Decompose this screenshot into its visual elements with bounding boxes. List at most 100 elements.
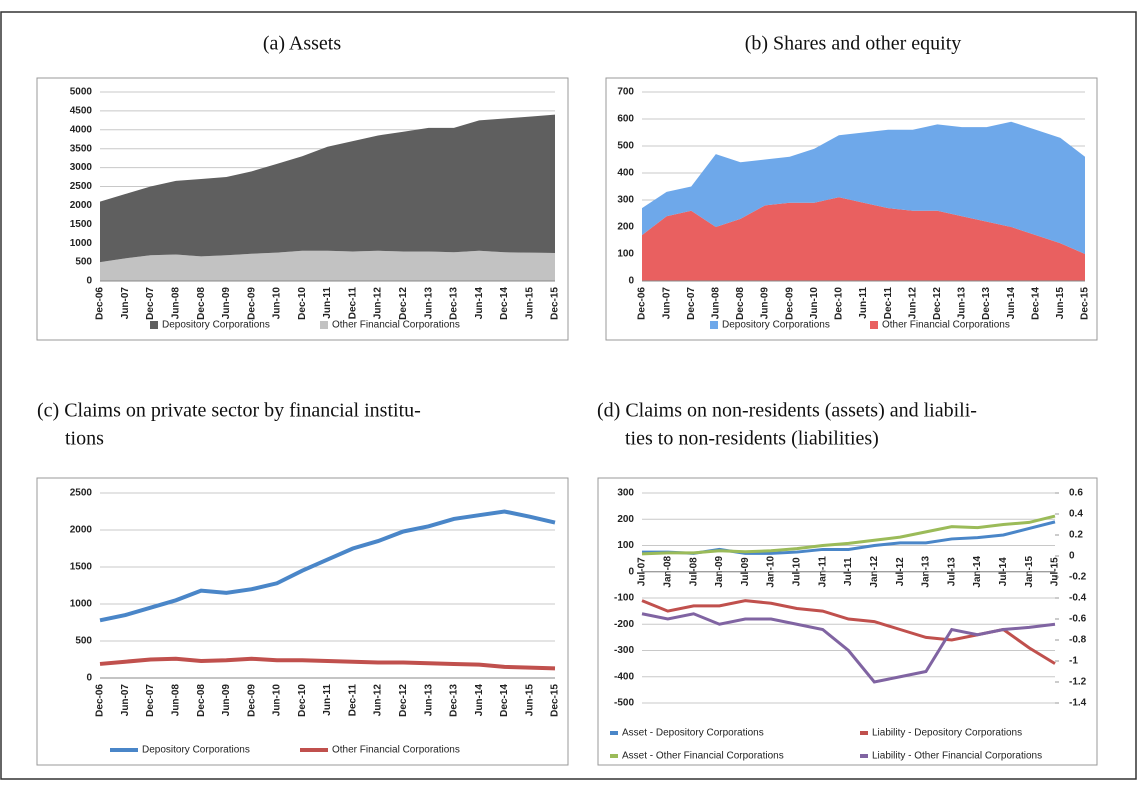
outer-frame	[0, 11, 1137, 780]
chart-title: tions	[65, 428, 104, 450]
x-tick-label: Jun-14	[1006, 287, 1017, 320]
y2-tick-label: 0.4	[1069, 509, 1083, 520]
area	[100, 114, 555, 263]
x-tick-label: Dec-06	[95, 684, 106, 717]
area	[100, 250, 555, 281]
line	[641, 514, 1056, 556]
y-tick-label: 3500	[70, 143, 93, 154]
x-tick-label: Dec-12	[398, 287, 409, 320]
x-tick-label: Dec-12	[932, 287, 943, 320]
legend-label: Other Financial Corporations	[332, 320, 460, 331]
legend-label: Other Financial Corporations	[882, 320, 1010, 331]
legend-swatch	[320, 321, 328, 329]
x-tick-label: Jun-12	[907, 287, 918, 320]
x-tick-label: Dec-11	[883, 287, 894, 320]
y-tick-label: 300	[617, 488, 634, 499]
y-tick-label: -300	[614, 645, 634, 656]
y-tick-label: 4500	[70, 106, 93, 117]
y-tick-label: 3000	[70, 162, 93, 173]
legend-swatch	[710, 321, 718, 329]
x-tick-label: Jun-08	[710, 287, 721, 320]
x-tick-label: Jun-15	[524, 287, 535, 320]
x-tick-label: Jun-13	[423, 684, 434, 717]
y2-tick-label: -1	[1069, 656, 1078, 667]
line	[641, 612, 1056, 684]
y2-tick-label: 0.2	[1069, 530, 1083, 541]
y-tick-label: -400	[614, 671, 634, 682]
x-tick-label: Jun-12	[373, 684, 384, 717]
y-tick-label: 0	[86, 673, 92, 684]
x-tick-label: Jun-09	[221, 287, 232, 320]
x-tick-label: Jul-15	[1050, 557, 1061, 586]
x-tick-label: Jun-10	[272, 287, 283, 320]
y-tick-label: 1500	[70, 219, 93, 230]
x-tick-label: Dec-14	[1030, 287, 1041, 320]
y2-tick-label: -1.4	[1069, 698, 1087, 709]
y-tick-label: 500	[75, 257, 92, 268]
x-tick-label: Dec-09	[784, 287, 795, 320]
x-tick-label: Jun-11	[322, 684, 333, 716]
legend-label: Liability - Depository Corporations	[872, 728, 1022, 739]
legend-label: Depository Corporations	[142, 745, 250, 756]
legend-label: Depository Corporations	[722, 320, 830, 331]
legend-swatch	[870, 321, 878, 329]
y-tick-label: 2000	[70, 200, 93, 211]
y-tick-label: 500	[75, 636, 92, 647]
x-tick-label: Jun-15	[524, 684, 535, 717]
x-tick-label: Dec-10	[297, 684, 308, 717]
legend-label: Other Financial Corporations	[332, 745, 460, 756]
x-tick-label: Dec-06	[637, 287, 648, 320]
x-tick-label: Jun-08	[170, 287, 181, 320]
y2-tick-label: 0.6	[1069, 488, 1083, 499]
x-tick-label: Jun-10	[809, 287, 820, 320]
y-tick-label: 1500	[70, 562, 93, 573]
x-tick-label: Dec-10	[297, 287, 308, 320]
y-tick-label: 1000	[70, 238, 93, 249]
x-tick-label: Jun-07	[120, 684, 131, 717]
x-tick-label: Dec-08	[735, 287, 746, 320]
y-tick-label: 0	[628, 276, 634, 287]
y2-tick-label: -0.8	[1069, 635, 1087, 646]
legend-label: Depository Corporations	[162, 320, 270, 331]
area	[642, 121, 1085, 254]
y-tick-label: 2000	[70, 525, 93, 536]
x-tick-label: Dec-07	[686, 287, 697, 320]
x-tick-label: Dec-08	[196, 287, 207, 320]
x-tick-label: Jun-07	[120, 287, 131, 320]
x-tick-label: Dec-10	[834, 287, 845, 320]
x-tick-label: Jun-09	[760, 287, 771, 320]
x-tick-label: Jun-13	[423, 287, 434, 320]
x-tick-label: Jun-10	[272, 684, 283, 717]
x-tick-label: Jun-14	[474, 287, 485, 320]
x-tick-label: Dec-14	[499, 287, 510, 320]
x-tick-label: Dec-08	[196, 684, 207, 717]
chart-title: ties to non-residents (liabilities)	[625, 428, 879, 450]
x-tick-label: Dec-11	[347, 684, 358, 717]
y-tick-label: 200	[617, 222, 634, 233]
y-tick-label: 4000	[70, 124, 93, 135]
x-tick-label: Dec-06	[95, 287, 106, 320]
y-tick-label: 1000	[70, 599, 93, 610]
panel-frame	[36, 477, 569, 766]
x-tick-label: Jun-15	[1055, 287, 1066, 320]
x-tick-label: Jun-07	[661, 287, 672, 320]
y-tick-label: 0	[86, 276, 92, 287]
legend-swatch	[150, 321, 158, 329]
panel-frame	[597, 477, 1098, 766]
y2-tick-label: -1.2	[1069, 677, 1087, 688]
y-tick-label: 100	[617, 249, 634, 260]
y2-tick-label: 0	[1069, 551, 1075, 562]
x-tick-label: Dec-11	[347, 287, 358, 320]
y2-tick-label: -0.2	[1069, 572, 1087, 583]
y-tick-label: 600	[617, 114, 634, 125]
chart-title: (b) Shares and other equity	[745, 33, 962, 55]
x-tick-label: Jun-09	[221, 684, 232, 717]
x-tick-label: Dec-14	[499, 684, 510, 717]
x-tick-label: Dec-15	[550, 287, 561, 320]
x-tick-label: Jun-14	[474, 684, 485, 717]
x-tick-label: Dec-12	[398, 684, 409, 717]
line	[99, 656, 556, 671]
x-tick-label: Jun-11	[858, 287, 869, 319]
y-tick-label: 400	[617, 168, 634, 179]
